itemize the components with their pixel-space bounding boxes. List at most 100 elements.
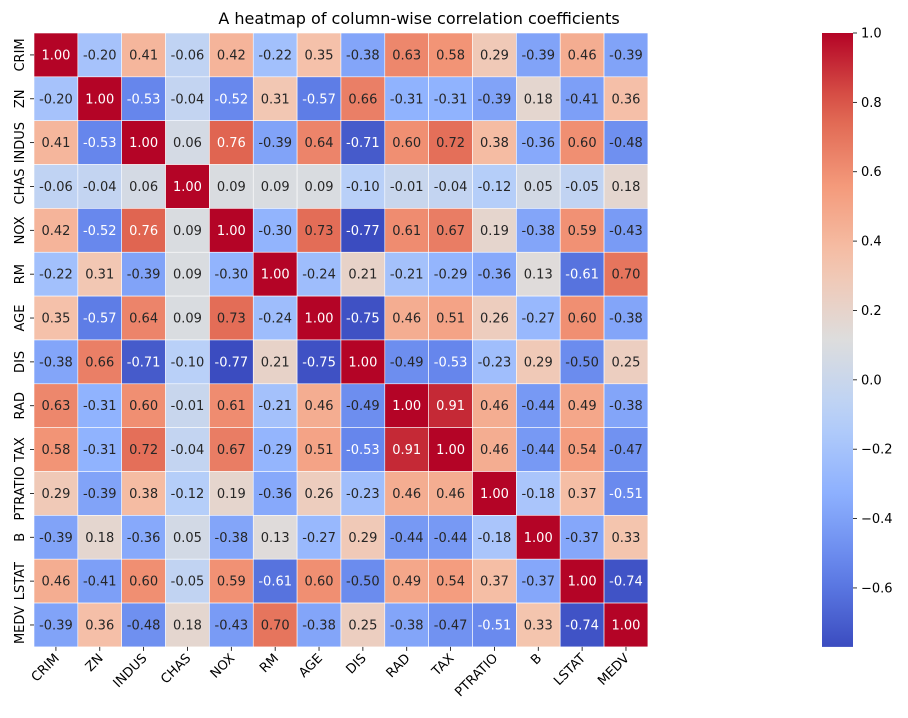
heatmap-cell: [33, 602, 79, 648]
heatmap-cell: [340, 602, 386, 648]
x-tick-label: AGE: [296, 651, 326, 681]
cell-value-label: -0.44: [521, 443, 555, 458]
cell-value-label: 0.61: [392, 224, 421, 239]
heatmap-cell: [33, 515, 79, 560]
heatmap-cell: [121, 208, 166, 253]
cell-value-label: -0.10: [346, 180, 380, 195]
cell-value-label: -0.04: [83, 180, 117, 195]
heatmap-cell: [121, 120, 166, 165]
cell-value-label: 0.13: [524, 268, 553, 283]
heatmap-cell: [296, 515, 342, 560]
heatmap-cell: [559, 295, 605, 341]
heatmap-cell: [516, 427, 561, 472]
cell-value-label: 0.64: [129, 312, 158, 327]
cell-value-label: -0.23: [346, 487, 380, 502]
cell-value-label: -0.38: [302, 618, 336, 633]
heatmap-cell: [472, 208, 517, 253]
cell-value-label: 0.67: [217, 443, 246, 458]
heatmap-cell: [252, 76, 298, 121]
x-tick-label: LSTAT: [551, 651, 589, 689]
heatmap-cell: [209, 208, 254, 253]
cell-value-label: -0.39: [39, 618, 73, 633]
cell-value-label: 0.21: [261, 355, 290, 370]
colorbar: 1.0 0.8 0.6 0.4 0.2 0.0 −0.2 −0.4 −0.6: [822, 27, 893, 647]
cell-value-label: 0.09: [217, 180, 246, 195]
heatmap-cell: [209, 164, 254, 209]
x-tick-label: NOX: [208, 651, 238, 681]
heatmap-cell: [603, 427, 649, 472]
heatmap-cell: [209, 32, 254, 78]
cell-value-label: 0.41: [129, 48, 158, 63]
cell-value-label: -0.20: [83, 48, 117, 63]
heatmap-cell: [340, 558, 386, 604]
cell-value-label: -0.53: [127, 92, 161, 107]
cell-value-label: 0.46: [392, 487, 421, 502]
cell-value-label: -0.24: [302, 268, 336, 283]
cell-value-label: 0.42: [41, 224, 70, 239]
heatmap-cell: [472, 602, 517, 648]
heatmap-cell: [77, 427, 122, 472]
heatmap-cells: [33, 32, 649, 648]
cell-value-label: 1.00: [348, 355, 377, 370]
heatmap-cell: [77, 32, 122, 78]
cell-value-label: -0.53: [346, 443, 380, 458]
y-tick-label: LSTAT: [13, 562, 28, 600]
cell-value-label: -0.31: [390, 92, 424, 107]
cell-value-label: 0.46: [436, 487, 465, 502]
heatmap-cell: [296, 339, 342, 385]
heatmap-cell: [252, 558, 298, 604]
cell-value-label: 0.49: [392, 575, 421, 590]
heatmap-cell: [296, 76, 342, 121]
heatmap-cell: [384, 558, 429, 604]
cell-value-label: 0.49: [568, 399, 597, 414]
heatmap-cell: [603, 164, 649, 209]
heatmap-cell: [252, 427, 298, 472]
heatmap-cell: [252, 515, 298, 560]
heatmap-cell: [384, 383, 429, 428]
cell-value-label: -0.18: [478, 531, 512, 546]
cell-value-label: -0.12: [478, 180, 512, 195]
heatmap-cell: [384, 471, 429, 516]
colorbar-tick-label: 0.8: [861, 96, 882, 111]
cell-value-label: 0.29: [524, 355, 553, 370]
cell-value-label: 1.00: [612, 618, 641, 633]
cell-value-label: 0.29: [41, 487, 70, 502]
heatmap-cell: [77, 76, 122, 121]
cell-value-label: 0.18: [612, 180, 641, 195]
heatmap-cell: [384, 427, 429, 472]
x-tick-label: CHAS: [158, 651, 194, 687]
cell-value-label: 0.21: [348, 268, 377, 283]
cell-value-label: -0.44: [390, 531, 424, 546]
heatmap-cell: [121, 164, 166, 209]
heatmap-cell: [33, 120, 79, 165]
heatmap-cell: [209, 76, 254, 121]
cell-value-label: 0.60: [568, 312, 597, 327]
cell-value-label: 0.59: [217, 575, 246, 590]
y-tick-label: RAD: [13, 392, 28, 419]
cell-value-label: 0.72: [436, 136, 465, 151]
cell-value-label: -0.77: [346, 224, 380, 239]
cell-value-label: -0.39: [521, 48, 555, 63]
cell-value-label: -0.04: [171, 92, 205, 107]
heatmap-cell: [340, 295, 386, 341]
cell-value-label: -0.04: [171, 443, 205, 458]
cell-value-label: -0.23: [478, 355, 512, 370]
cell-value-label: -0.27: [521, 312, 555, 327]
heatmap-cell: [559, 427, 605, 472]
cell-value-label: -0.48: [609, 136, 643, 151]
heatmap-cell: [384, 339, 429, 385]
heatmap-cell: [209, 295, 254, 341]
cell-value-label: -0.57: [83, 312, 117, 327]
cell-value-label: -0.27: [302, 531, 336, 546]
heatmap-cell: [428, 339, 473, 385]
colorbar-tick-label: 0.0: [861, 373, 882, 388]
colorbar-tick-label: 0.4: [861, 235, 882, 250]
heatmap-cell: [472, 120, 517, 165]
cell-value-label: 0.19: [480, 224, 509, 239]
heatmap-cell: [516, 251, 561, 297]
heatmap-cell: [165, 164, 210, 209]
heatmap-cell: [296, 164, 342, 209]
cell-value-label: 0.37: [480, 575, 509, 590]
heatmap-cell: [340, 32, 386, 78]
heatmap-cell: [209, 558, 254, 604]
